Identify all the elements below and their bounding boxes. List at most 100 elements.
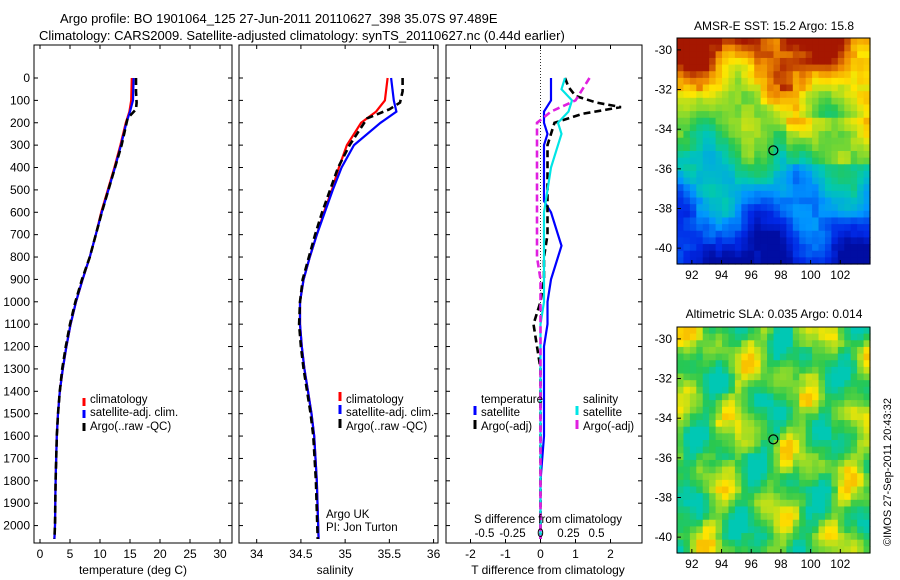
map-cell <box>683 373 691 381</box>
map-cell <box>786 400 794 408</box>
map-cell <box>857 170 865 179</box>
map-cell <box>799 190 807 199</box>
map-cell <box>786 440 794 448</box>
map-cell <box>818 64 826 72</box>
map-cell <box>722 230 730 239</box>
map-cell <box>799 237 807 245</box>
map-cell <box>689 353 697 361</box>
map-cell <box>709 44 717 52</box>
map-cell <box>683 400 691 408</box>
map-cell <box>779 124 787 132</box>
map-cell <box>754 151 762 159</box>
map-cell <box>677 426 685 434</box>
map-cell <box>702 353 710 361</box>
map-cell <box>689 217 697 225</box>
map-cell <box>824 217 832 225</box>
map-cell <box>702 459 710 468</box>
temperature-legend-climatology: climatology <box>90 394 148 406</box>
map-cell <box>857 526 865 534</box>
map-cell <box>837 131 845 139</box>
map-cell <box>741 111 749 119</box>
map-cell <box>799 244 807 252</box>
map-cell <box>850 346 858 355</box>
map-cell <box>715 406 723 415</box>
map-cell <box>754 57 762 66</box>
map-cell <box>857 91 865 99</box>
map-cell <box>779 250 787 258</box>
map-cell <box>837 137 845 145</box>
map-cell <box>683 44 691 52</box>
map-cell <box>683 486 691 494</box>
map-cell <box>818 499 826 508</box>
map-cell <box>773 38 781 46</box>
map-cell <box>722 519 730 528</box>
map-cell <box>734 197 742 205</box>
map-cell <box>779 433 787 441</box>
map-cell <box>863 144 871 152</box>
map-cell <box>779 453 787 461</box>
map-cell <box>818 151 826 159</box>
map-cell <box>844 440 852 448</box>
map-cell <box>850 224 858 232</box>
map-cell <box>728 131 736 139</box>
map-cell <box>734 380 742 388</box>
map-cell <box>709 506 717 514</box>
map-cell <box>741 386 749 395</box>
map-cell <box>715 459 723 468</box>
map-cell <box>734 393 742 401</box>
map-cell <box>805 177 813 185</box>
map-cell <box>786 111 794 119</box>
map-cell <box>760 327 768 335</box>
map-cell <box>709 459 717 468</box>
map-cell <box>696 257 704 265</box>
map-cell <box>683 327 691 335</box>
map-cell <box>760 210 768 219</box>
map-cell <box>779 446 787 454</box>
difference-legend-temp-argo: Argo(-adj) <box>481 421 532 433</box>
map-cell <box>857 177 865 185</box>
map-cell <box>696 539 704 547</box>
map-cell <box>863 380 871 388</box>
map-cell <box>728 366 736 375</box>
map-cell <box>747 453 755 461</box>
map-cell <box>831 466 839 474</box>
map-cell <box>837 117 845 126</box>
map-cell <box>709 124 717 132</box>
map-cell <box>792 210 800 219</box>
map-cell <box>754 327 762 335</box>
map-cell <box>863 420 871 428</box>
map-cell <box>786 380 794 388</box>
map-cell <box>722 237 730 245</box>
map-cell <box>818 360 826 368</box>
map-cell <box>863 64 871 72</box>
map-cell <box>683 393 691 401</box>
map-cell <box>696 466 704 474</box>
map-cell <box>818 513 826 521</box>
map-cell <box>812 380 820 388</box>
map-cell <box>747 197 755 205</box>
map-cell <box>734 190 742 199</box>
map-cell <box>689 533 697 541</box>
map-cell <box>760 546 768 554</box>
map-cell <box>779 400 787 408</box>
map-cell <box>754 393 762 401</box>
map-cell <box>792 157 800 165</box>
map-cell <box>824 170 832 179</box>
map-cell <box>857 459 865 468</box>
map-cell <box>722 250 730 258</box>
map-cell <box>728 406 736 415</box>
map-cell <box>728 493 736 501</box>
map-cell <box>767 51 775 59</box>
map-cell <box>805 97 813 106</box>
map-cell <box>709 257 717 265</box>
map-cell <box>831 124 839 132</box>
map-cell <box>837 177 845 185</box>
map-cell <box>747 526 755 534</box>
map-cell <box>831 393 839 401</box>
map-cell <box>779 466 787 474</box>
map-cell <box>812 499 820 508</box>
map-cell <box>844 346 852 355</box>
map-cell <box>850 84 858 92</box>
map-cell <box>734 124 742 132</box>
map-cell <box>799 406 807 415</box>
